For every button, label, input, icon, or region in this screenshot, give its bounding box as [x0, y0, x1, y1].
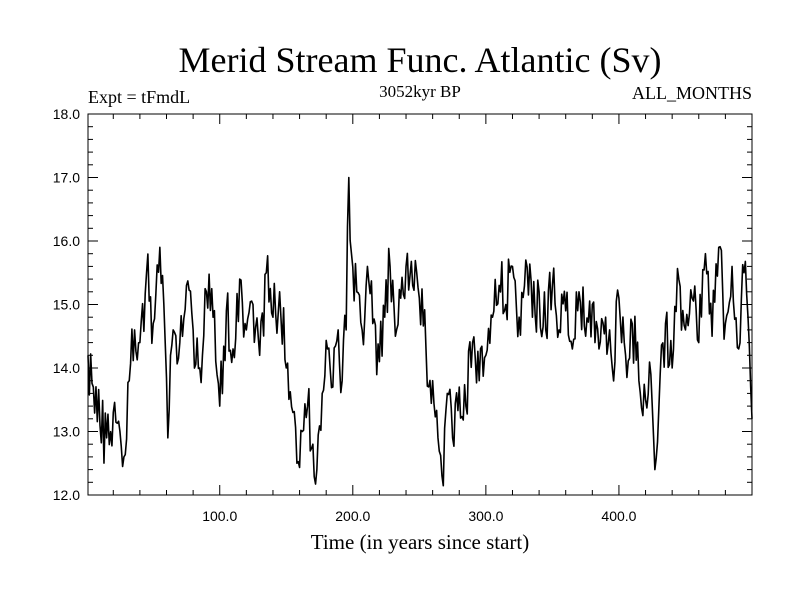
plot-frame [87, 113, 753, 496]
y-tick-label: 12.0 [53, 487, 80, 503]
x-tick-label: 400.0 [601, 508, 636, 524]
y-tick-label: 17.0 [53, 170, 80, 186]
y-tick-label: 18.0 [53, 106, 80, 122]
period-label: 3052kyr BP [379, 82, 461, 101]
y-tick-label: 13.0 [53, 424, 80, 440]
y-tick-label: 16.0 [53, 233, 80, 249]
y-tick-label: 14.0 [53, 360, 80, 376]
months-label: ALL_MONTHS [632, 83, 752, 103]
chart-title: Merid Stream Func. Atlantic (Sv) [179, 40, 662, 80]
x-tick-label: 100.0 [202, 508, 237, 524]
series-line [87, 176, 753, 487]
x-tick-label: 200.0 [335, 508, 370, 524]
x-tick-label: 300.0 [468, 508, 503, 524]
experiment-label: Expt = tFmdL [88, 87, 190, 107]
y-tick-label: 15.0 [53, 297, 80, 313]
x-axis-label: Time (in years since start) [311, 530, 530, 554]
